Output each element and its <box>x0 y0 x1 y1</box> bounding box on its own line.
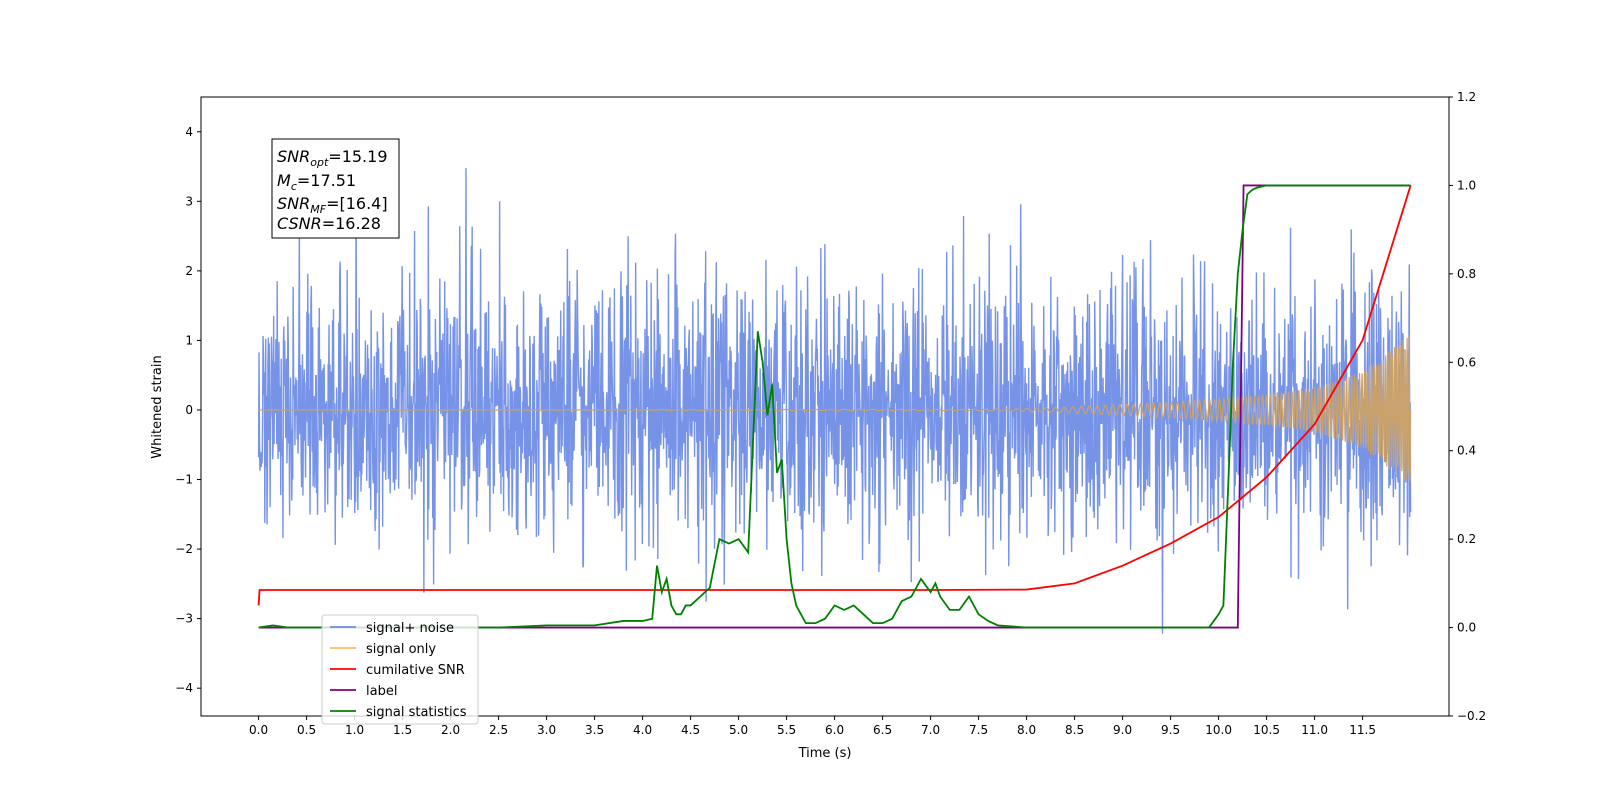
x-tick-label: 9.5 <box>1161 723 1180 737</box>
x-tick-label: 10.5 <box>1253 723 1280 737</box>
x-tick-label: 8.0 <box>1017 723 1036 737</box>
series-cumulative-snr-line <box>257 185 1412 606</box>
annotation-snr-mf: SNRMF=[16.4] <box>277 194 388 216</box>
right-tick-label: 0.0 <box>1457 621 1476 635</box>
right-tick-label: 1.0 <box>1457 178 1476 192</box>
annotation-snr-opt: SNRopt=15.19 <box>277 147 388 169</box>
series-layer <box>257 139 1412 634</box>
left-tick-label: 1 <box>185 333 193 347</box>
x-tick-label: 6.0 <box>825 723 844 737</box>
legend-label: label <box>366 684 397 699</box>
left-tick-label: 4 <box>185 125 193 139</box>
x-tick-label: 11.0 <box>1301 723 1328 737</box>
left-axis-ticks: 4 3 2 1 0 −1 −2 −3 −4 <box>175 125 201 695</box>
legend-label: cumilative SNR <box>366 663 465 678</box>
left-tick-label: −1 <box>175 473 193 487</box>
left-tick-label: −2 <box>175 542 193 556</box>
right-tick-label: 1.2 <box>1457 90 1476 104</box>
left-tick-label: 2 <box>185 264 193 278</box>
annotation-box: SNRopt=15.19 Mc=17.51 SNRMF=[16.4] CSNR=… <box>271 138 400 239</box>
series-signal-only-line <box>258 335 1412 482</box>
x-tick-label: 8.5 <box>1065 723 1084 737</box>
right-tick-label: 0.4 <box>1457 444 1476 458</box>
x-axis-ticks: 0.0 0.5 1.0 1.5 2.0 2.5 3.0 3.5 4.0 4.5 5.0 5.5 6.0 6… <box>249 716 1376 737</box>
left-tick-label: −3 <box>175 612 193 626</box>
legend-frame <box>321 614 479 725</box>
x-tick-label: 7.0 <box>921 723 940 737</box>
x-tick-label: 5.5 <box>777 723 796 737</box>
legend-label: signal only <box>366 642 436 657</box>
left-tick-label: 0 <box>185 403 193 417</box>
right-tick-label: 0.6 <box>1457 355 1476 369</box>
y-axis-label: Whitened strain <box>150 355 165 458</box>
series-signal-statistics-line <box>258 184 1411 629</box>
x-tick-label: 2.5 <box>489 723 508 737</box>
x-tick-label: 5.0 <box>729 723 748 737</box>
x-tick-label: 0.0 <box>249 723 268 737</box>
x-tick-label: 0.5 <box>297 723 316 737</box>
x-tick-label: 3.0 <box>537 723 556 737</box>
left-tick-label: −4 <box>175 681 193 695</box>
x-tick-label: 10.0 <box>1205 723 1232 737</box>
x-axis-label: Time (s) <box>798 746 852 761</box>
x-tick-label: 3.5 <box>585 723 604 737</box>
x-tick-label: 11.5 <box>1349 723 1376 737</box>
annotation-csnr: CSNR=16.28 <box>277 214 381 233</box>
x-tick-label: 7.5 <box>969 723 988 737</box>
right-axis-ticks: 1.2 1.0 0.8 0.6 0.4 0.2 0.0 −0.2 <box>1449 90 1486 723</box>
x-tick-label: 6.5 <box>873 723 892 737</box>
annotation-mc: Mc=17.51 <box>277 171 356 193</box>
right-tick-label: 0.2 <box>1457 532 1476 546</box>
x-tick-label: 1.0 <box>345 723 364 737</box>
legend-label: signal+ noise <box>366 621 454 636</box>
x-tick-label: 2.0 <box>441 723 460 737</box>
series-signal-noise-line <box>257 139 1412 634</box>
right-tick-label: 0.8 <box>1457 267 1476 281</box>
right-tick-label: −0.2 <box>1457 709 1486 723</box>
x-tick-label: 4.5 <box>681 723 700 737</box>
x-tick-label: 1.5 <box>393 723 412 737</box>
x-tick-label: 4.0 <box>633 723 652 737</box>
plot-frame <box>200 96 1450 717</box>
x-tick-label: 9.0 <box>1113 723 1132 737</box>
legend-label: signal statistics <box>366 705 467 720</box>
left-tick-label: 3 <box>185 194 193 208</box>
legend: signal+ noise signal only cumilative SNR la… <box>321 614 479 725</box>
